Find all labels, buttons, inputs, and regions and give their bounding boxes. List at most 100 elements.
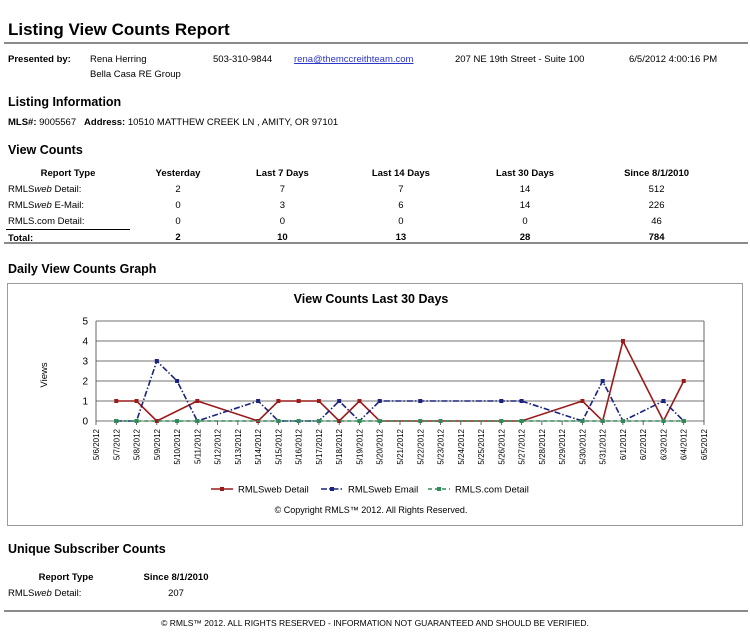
legend-label: RMLSweb Email [348,485,418,496]
y-tick-label: 2 [82,377,88,388]
data-point [661,399,666,403]
cell-total: 10 [277,232,288,244]
x-tick-label: 5/24/2012 [457,428,466,464]
presented-by-label: Presented by: [8,54,71,65]
report-title: Listing View Counts Report [8,20,230,39]
agent-name: Rena Herring [90,54,147,65]
cell-value: 0 [279,215,286,227]
cell-value: 7 [398,183,404,195]
mls-label: MLS#: [8,117,37,128]
col-since: Since 8/1/2010 [143,571,209,583]
x-tick-label: 5/12/2012 [214,428,223,464]
cell-value: 0 [175,199,181,211]
data-point [175,419,180,423]
agent-email-link[interactable]: rena@themccreithteam.com [294,54,414,65]
data-point [357,419,362,423]
x-tick-label: 6/4/2012 [680,428,689,460]
cell-total: 2 [175,232,181,244]
cell-value: 14 [519,183,531,195]
x-tick-label: 5/20/2012 [376,428,385,464]
cell-total: 13 [395,232,407,244]
view-counts-divider [4,242,748,244]
data-point [418,419,423,423]
data-point [276,419,281,423]
title-divider [4,42,748,44]
data-point [499,399,504,403]
chart-title: View Counts Last 30 Days [294,292,449,306]
cell-value: 6 [398,199,404,211]
data-point [580,419,585,423]
data-point [114,399,119,403]
x-tick-label: 5/18/2012 [335,428,344,464]
total-label: Total: [6,229,130,246]
cell-value: 0 [522,215,528,227]
total-row: Total: 2 10 13 28 784 [6,229,726,246]
data-point [499,419,504,423]
data-point [418,399,423,403]
col-yesterday: Yesterday [155,167,201,179]
view-counts-chart: View Counts Last 30 Days Views 0 1 2 3 4 5 5/… [39,292,709,515]
footer-divider [4,610,748,612]
cell-value: 14 [519,199,531,211]
row-type-rmlscom-detail: RMLS.com Detail: [8,215,85,227]
data-point [377,399,382,403]
x-tick-label: 6/2/2012 [639,428,648,460]
view-counts-heading: View Counts [8,143,83,157]
agent-company: Bella Casa RE Group [90,69,181,80]
data-point [114,419,119,423]
data-point [580,399,585,403]
data-point [316,419,321,423]
cell-value: 7 [279,183,286,195]
row-type-rmlsweb-detail: RMLSweb Detail: [8,587,82,599]
col-last-14: Last 14 Days [371,167,430,179]
data-point [337,399,342,403]
cell-value: 226 [648,199,665,211]
data-point [134,419,139,423]
x-tick-label: 6/3/2012 [659,428,668,460]
x-tick-label: 6/1/2012 [619,428,628,460]
x-tick-label: 5/26/2012 [497,428,506,464]
data-point [154,359,159,363]
y-tick-label: 3 [82,357,88,368]
footer-text: © RMLS™ 2012. ALL RIGHTS RESERVED - INFO… [161,618,589,628]
y-tick-label: 5 [82,317,88,328]
x-tick-label: 5/14/2012 [254,428,263,464]
data-point [357,399,362,403]
x-tick-label: 5/7/2012 [112,428,121,460]
data-point [600,419,605,423]
x-tick-label: 5/27/2012 [518,428,527,464]
data-point [620,419,625,423]
unique-heading: Unique Subscriber Counts [8,542,166,556]
data-point [438,419,443,423]
row-type-rmlsweb-email: RMLSweb E-Mail: [8,199,85,211]
data-point [519,399,524,403]
office-address: 207 NE 19th Street - Suite 100 [455,54,585,65]
col-report-type: Report Type [40,167,96,179]
data-point [296,399,301,403]
x-tick-label: 5/11/2012 [193,428,202,464]
x-tick-label: 5/31/2012 [599,428,608,464]
graph-heading: Daily View Counts Graph [8,262,157,276]
address-label: Address: [84,117,126,128]
data-point [681,419,686,423]
table-row: RMLSweb Detail: 207 [6,585,226,601]
x-tick-label: 5/8/2012 [133,428,142,460]
cell-value: 2 [175,183,181,195]
col-report-type: Report Type [38,571,94,583]
agent-phone: 503-310-9844 [213,54,273,65]
x-tick-label: 5/6/2012 [92,428,101,460]
data-point [154,419,159,423]
chart-copyright: © Copyright RMLS™ 2012. All Rights Reser… [275,505,468,515]
data-point [316,399,321,403]
table-row: RMLS.com Detail: 0 0 0 0 46 [6,213,726,230]
table-row: RMLSweb E-Mail: 0 3 6 14 226 [6,197,726,213]
address-value: 10510 MATTHEW CREEK LN , AMITY, OR 97101 [127,117,339,128]
row-type-rmlsweb-detail: RMLSweb Detail: [8,183,82,195]
mls-value: 9005567 [39,117,77,128]
col-last-30: Last 30 Days [495,167,555,179]
cell-value: 207 [168,587,184,599]
cell-total: 784 [648,232,665,244]
legend-marker [437,487,441,491]
listing-info-line: MLS#: 9005567 Address: 10510 MATTHEW CRE… [8,117,338,128]
cell-value: 3 [279,199,286,211]
